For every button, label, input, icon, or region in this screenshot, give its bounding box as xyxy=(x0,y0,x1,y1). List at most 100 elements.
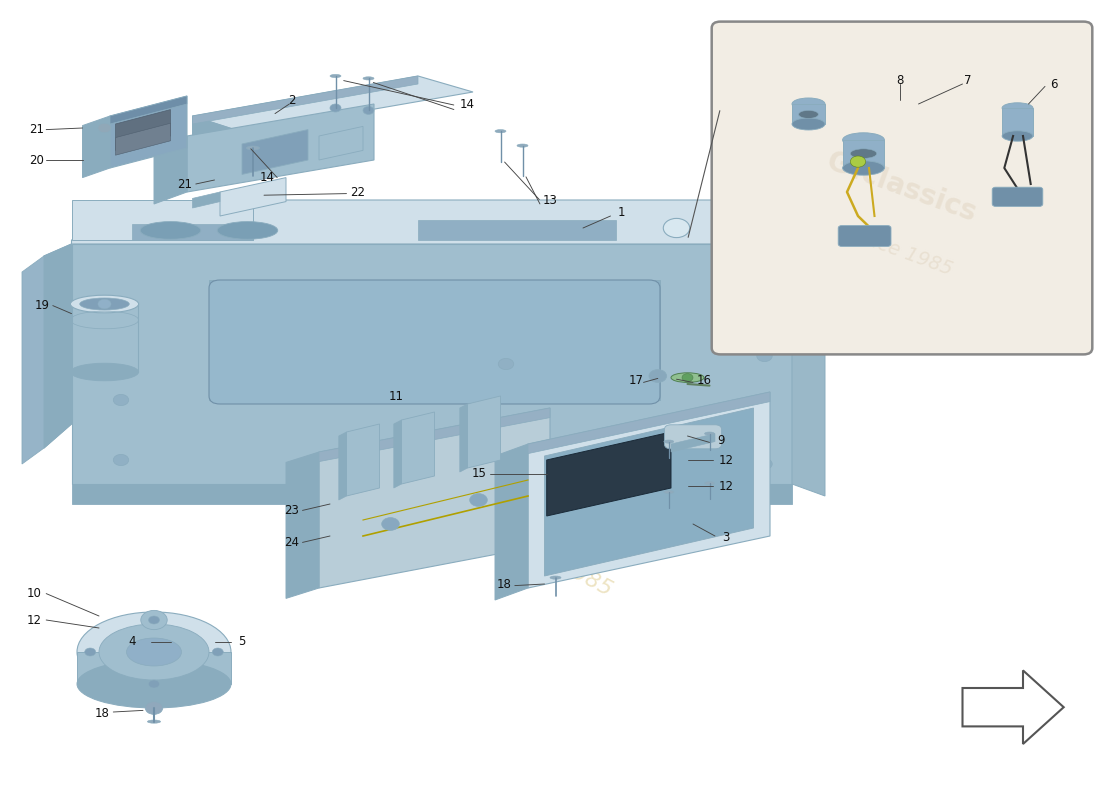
Text: 23: 23 xyxy=(284,504,299,517)
Text: 19: 19 xyxy=(34,299,50,312)
Text: 5: 5 xyxy=(239,635,245,648)
Circle shape xyxy=(363,106,374,114)
Circle shape xyxy=(382,518,399,530)
Circle shape xyxy=(113,394,129,406)
Ellipse shape xyxy=(671,373,704,382)
Polygon shape xyxy=(495,444,528,600)
Ellipse shape xyxy=(517,144,528,147)
Polygon shape xyxy=(209,280,660,400)
Ellipse shape xyxy=(704,432,715,435)
Text: a passion for parts since 1985: a passion for parts since 1985 xyxy=(309,424,615,600)
Polygon shape xyxy=(110,96,187,168)
Polygon shape xyxy=(544,408,754,576)
Polygon shape xyxy=(402,412,434,484)
Ellipse shape xyxy=(663,490,673,494)
Ellipse shape xyxy=(850,149,877,158)
Bar xyxy=(843,140,884,168)
Polygon shape xyxy=(792,200,825,496)
Text: 17: 17 xyxy=(628,374,643,387)
Ellipse shape xyxy=(79,298,130,310)
Polygon shape xyxy=(346,424,380,496)
Circle shape xyxy=(682,374,693,382)
Polygon shape xyxy=(468,396,500,468)
FancyBboxPatch shape xyxy=(209,280,660,404)
Text: 7: 7 xyxy=(965,74,971,86)
Polygon shape xyxy=(72,200,253,240)
Text: 1: 1 xyxy=(618,206,625,218)
Text: 21: 21 xyxy=(29,123,44,136)
Text: 9: 9 xyxy=(717,434,724,446)
Ellipse shape xyxy=(330,74,341,78)
Polygon shape xyxy=(192,76,473,132)
Polygon shape xyxy=(192,192,220,208)
Ellipse shape xyxy=(218,222,277,239)
Polygon shape xyxy=(339,432,346,500)
Ellipse shape xyxy=(792,118,825,130)
Polygon shape xyxy=(192,76,418,124)
Circle shape xyxy=(470,494,487,506)
Text: 4: 4 xyxy=(129,635,135,648)
Ellipse shape xyxy=(246,146,260,150)
Polygon shape xyxy=(82,116,110,178)
FancyBboxPatch shape xyxy=(838,226,891,246)
Circle shape xyxy=(757,458,772,470)
Ellipse shape xyxy=(1002,130,1033,141)
Text: 13: 13 xyxy=(542,194,558,206)
Ellipse shape xyxy=(147,720,161,723)
Polygon shape xyxy=(319,126,363,160)
Ellipse shape xyxy=(363,77,374,80)
Ellipse shape xyxy=(141,222,200,239)
Polygon shape xyxy=(44,244,72,448)
Polygon shape xyxy=(460,404,467,472)
Text: 18: 18 xyxy=(496,578,512,590)
Circle shape xyxy=(212,648,223,656)
Ellipse shape xyxy=(704,482,715,485)
Circle shape xyxy=(330,104,341,112)
Polygon shape xyxy=(671,434,715,452)
Circle shape xyxy=(850,156,866,167)
Circle shape xyxy=(98,123,111,133)
Text: 2: 2 xyxy=(288,94,295,106)
Circle shape xyxy=(113,454,129,466)
Ellipse shape xyxy=(550,576,561,579)
Polygon shape xyxy=(286,452,319,598)
Text: 10: 10 xyxy=(26,587,42,600)
Text: 24: 24 xyxy=(284,536,299,549)
Polygon shape xyxy=(192,116,242,152)
FancyBboxPatch shape xyxy=(712,22,1092,354)
Polygon shape xyxy=(72,204,792,288)
Polygon shape xyxy=(242,130,308,174)
Text: GTclassics: GTclassics xyxy=(823,148,981,228)
Text: 6: 6 xyxy=(1050,78,1057,90)
Bar xyxy=(1002,108,1033,136)
Ellipse shape xyxy=(77,660,231,708)
Polygon shape xyxy=(792,200,825,260)
Text: 12: 12 xyxy=(718,480,734,493)
Circle shape xyxy=(757,350,772,362)
Circle shape xyxy=(148,680,159,688)
Circle shape xyxy=(663,218,690,238)
Polygon shape xyxy=(187,104,374,192)
Polygon shape xyxy=(116,110,170,150)
Circle shape xyxy=(649,370,667,382)
Polygon shape xyxy=(528,392,770,588)
Polygon shape xyxy=(22,256,44,464)
Text: 12: 12 xyxy=(718,454,734,466)
Polygon shape xyxy=(77,652,231,684)
Polygon shape xyxy=(116,123,170,155)
Ellipse shape xyxy=(77,612,231,692)
Text: since 1985: since 1985 xyxy=(849,225,955,279)
Ellipse shape xyxy=(70,295,139,313)
Ellipse shape xyxy=(99,624,209,680)
Circle shape xyxy=(148,616,159,624)
Circle shape xyxy=(141,610,167,630)
Circle shape xyxy=(113,314,129,326)
Text: 14: 14 xyxy=(260,171,275,184)
Ellipse shape xyxy=(1002,102,1033,114)
Circle shape xyxy=(498,358,514,370)
Polygon shape xyxy=(319,408,550,588)
Polygon shape xyxy=(110,96,187,124)
FancyBboxPatch shape xyxy=(664,425,722,449)
Polygon shape xyxy=(394,420,402,488)
Text: 11: 11 xyxy=(388,390,404,402)
